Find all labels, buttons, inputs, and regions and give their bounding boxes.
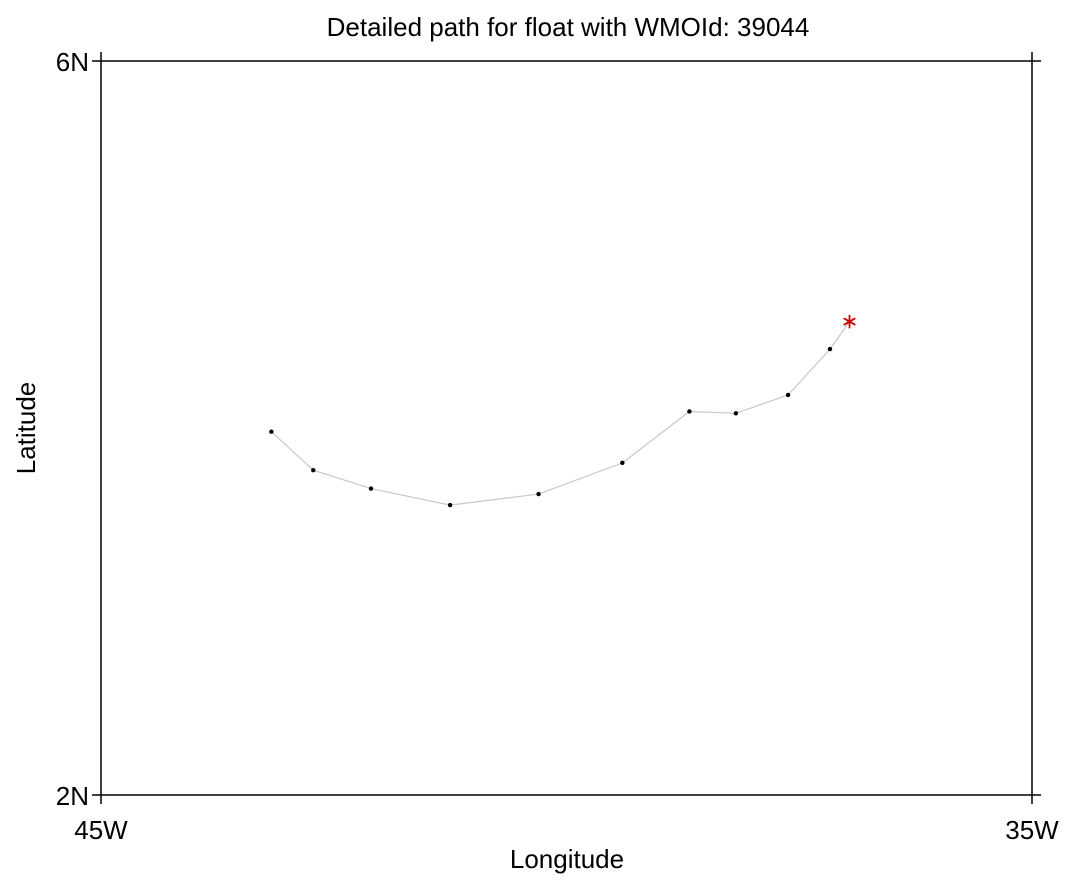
float-positions: [269, 346, 833, 508]
y-axis-label: Latitude: [11, 382, 41, 475]
x-axis-label: Longitude: [510, 844, 624, 874]
x-tick-label-0: 45W: [74, 815, 128, 845]
position-point-9: [827, 346, 833, 352]
position-point-7: [733, 411, 739, 416]
plot-frame: [100, 60, 1033, 796]
position-point-2: [368, 486, 374, 491]
track-line: [270, 321, 850, 506]
x-tick-label-1: 35W: [1005, 815, 1059, 845]
axis-ticks: [92, 52, 1041, 804]
last-position-marker: [843, 314, 856, 329]
y-tick-label-1: 6N: [56, 47, 89, 77]
position-point-3: [447, 502, 453, 508]
y-tick-label-0: 2N: [56, 781, 89, 811]
position-point-5: [620, 460, 625, 466]
position-point-0: [269, 429, 274, 434]
position-point-1: [311, 468, 316, 473]
float-track: [270, 321, 850, 506]
position-point-4: [536, 491, 541, 497]
chart-title: Detailed path for float with WMOId: 3904…: [327, 12, 810, 42]
position-point-8: [785, 392, 791, 398]
position-point-6: [687, 409, 692, 414]
last-position-group: [843, 314, 856, 329]
axis-tick-labels: 45W 35W 2N 6N: [56, 47, 1059, 845]
